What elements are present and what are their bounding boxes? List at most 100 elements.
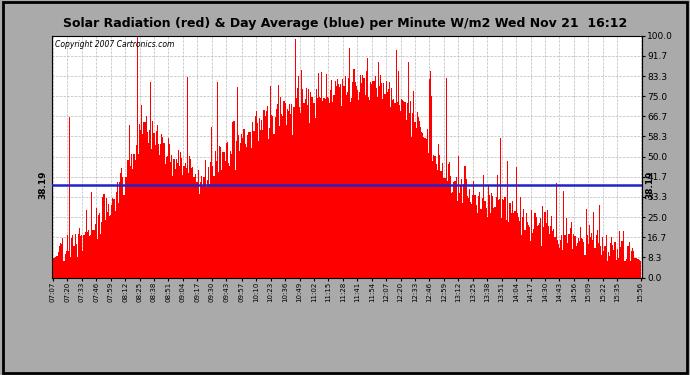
Bar [146, 116, 147, 278]
Bar [288, 111, 289, 278]
Bar [126, 177, 127, 278]
Bar [162, 136, 164, 278]
Bar [388, 89, 389, 278]
Bar [133, 154, 135, 278]
Bar [156, 131, 157, 278]
Bar [417, 112, 418, 278]
Bar [573, 234, 575, 278]
Bar [99, 213, 100, 278]
Bar [627, 246, 628, 278]
Bar [502, 199, 504, 278]
Bar [599, 205, 600, 278]
Bar [428, 153, 429, 278]
Bar [189, 156, 190, 278]
Bar [128, 160, 129, 278]
Bar [562, 250, 563, 278]
Bar [289, 104, 290, 278]
Bar [290, 114, 291, 278]
Bar [375, 88, 377, 278]
Bar [96, 208, 97, 278]
Bar [148, 144, 149, 278]
Bar [117, 182, 118, 278]
Bar [393, 99, 395, 278]
Bar [278, 85, 279, 278]
Bar [542, 206, 543, 278]
Bar [610, 243, 611, 278]
Bar [144, 122, 146, 278]
Bar [620, 248, 621, 278]
Bar [179, 166, 180, 278]
Bar [101, 222, 102, 278]
Bar [382, 99, 384, 278]
Bar [398, 71, 399, 278]
Bar [550, 226, 551, 278]
Bar [58, 252, 59, 278]
Bar [466, 196, 468, 278]
Bar [327, 97, 328, 278]
Bar [298, 76, 299, 278]
Bar [176, 159, 177, 278]
Bar [493, 208, 495, 278]
Bar [431, 96, 432, 278]
Bar [586, 234, 588, 278]
Bar [333, 95, 335, 278]
Bar [230, 151, 231, 278]
Bar [70, 257, 71, 278]
Bar [320, 98, 321, 278]
Bar [629, 242, 630, 278]
Bar [512, 201, 513, 278]
Bar [495, 197, 497, 278]
Bar [597, 230, 598, 278]
Bar [139, 124, 140, 278]
Text: 38.19: 38.19 [646, 171, 655, 200]
Bar [419, 121, 420, 278]
Bar [239, 152, 240, 278]
Bar [280, 97, 281, 278]
Bar [193, 177, 195, 278]
Bar [57, 256, 58, 278]
Bar [342, 79, 344, 278]
Bar [151, 149, 152, 278]
Bar [201, 176, 202, 278]
Bar [518, 217, 519, 278]
Bar [168, 138, 169, 278]
Bar [366, 58, 368, 278]
Bar [82, 251, 83, 278]
Bar [340, 84, 341, 278]
Bar [600, 246, 601, 278]
Bar [371, 84, 373, 278]
Bar [124, 177, 126, 278]
Bar [541, 246, 542, 278]
Bar [211, 127, 213, 278]
Bar [622, 241, 623, 278]
Bar [338, 84, 339, 278]
Bar [81, 236, 82, 278]
Bar [399, 105, 400, 278]
Bar [224, 161, 226, 278]
Bar [358, 99, 359, 278]
Bar [304, 99, 306, 278]
Bar [271, 115, 273, 278]
Bar [313, 103, 315, 278]
Bar [132, 169, 133, 278]
Bar [269, 128, 270, 278]
Bar [618, 258, 619, 278]
Bar [530, 240, 531, 278]
Bar [242, 138, 244, 278]
Bar [553, 229, 555, 278]
Bar [170, 162, 171, 278]
Bar [250, 132, 251, 278]
Bar [608, 252, 609, 278]
Bar [453, 182, 455, 278]
Bar [184, 163, 186, 278]
Bar [424, 138, 426, 278]
Bar [364, 95, 366, 278]
Bar [153, 133, 155, 278]
Bar [379, 86, 380, 278]
Bar [210, 162, 211, 278]
Bar [302, 89, 304, 278]
Bar [167, 156, 168, 278]
Bar [65, 254, 66, 278]
Bar [86, 210, 87, 278]
Bar [561, 235, 562, 278]
